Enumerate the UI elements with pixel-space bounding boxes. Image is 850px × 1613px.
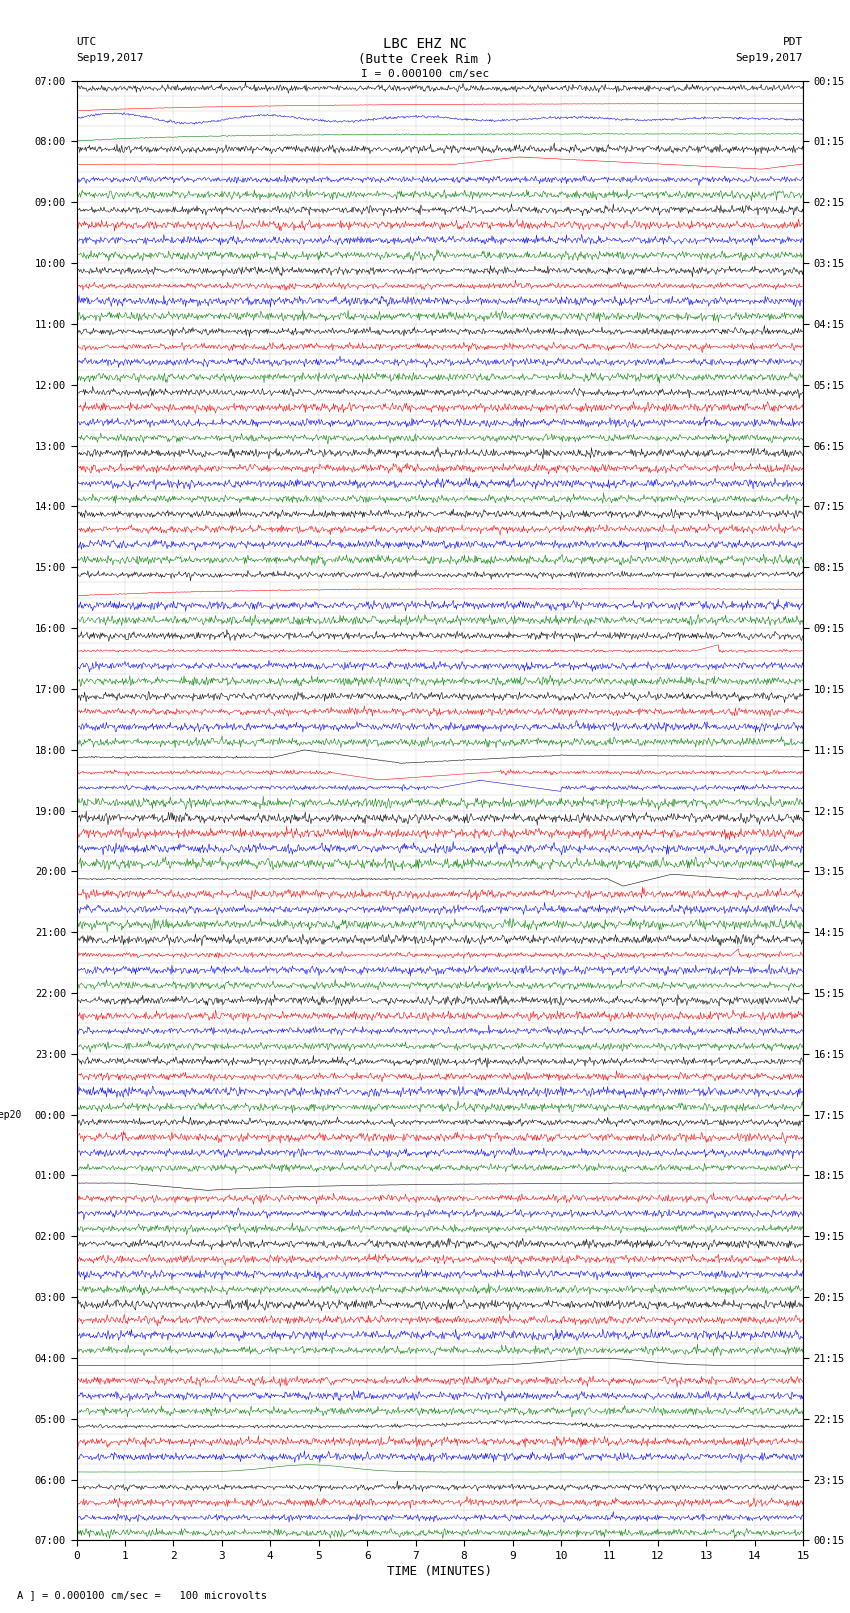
Text: Sep19,2017: Sep19,2017	[736, 53, 803, 63]
Text: UTC: UTC	[76, 37, 97, 47]
Text: Sep19,2017: Sep19,2017	[76, 53, 144, 63]
X-axis label: TIME (MINUTES): TIME (MINUTES)	[388, 1565, 492, 1578]
Text: A ] = 0.000100 cm/sec =   100 microvolts: A ] = 0.000100 cm/sec = 100 microvolts	[17, 1590, 267, 1600]
Text: PDT: PDT	[783, 37, 803, 47]
Text: Sep20: Sep20	[0, 1110, 22, 1119]
Text: LBC EHZ NC: LBC EHZ NC	[383, 37, 467, 52]
Text: (Butte Creek Rim ): (Butte Creek Rim )	[358, 53, 492, 66]
Text: I = 0.000100 cm/sec: I = 0.000100 cm/sec	[361, 69, 489, 79]
